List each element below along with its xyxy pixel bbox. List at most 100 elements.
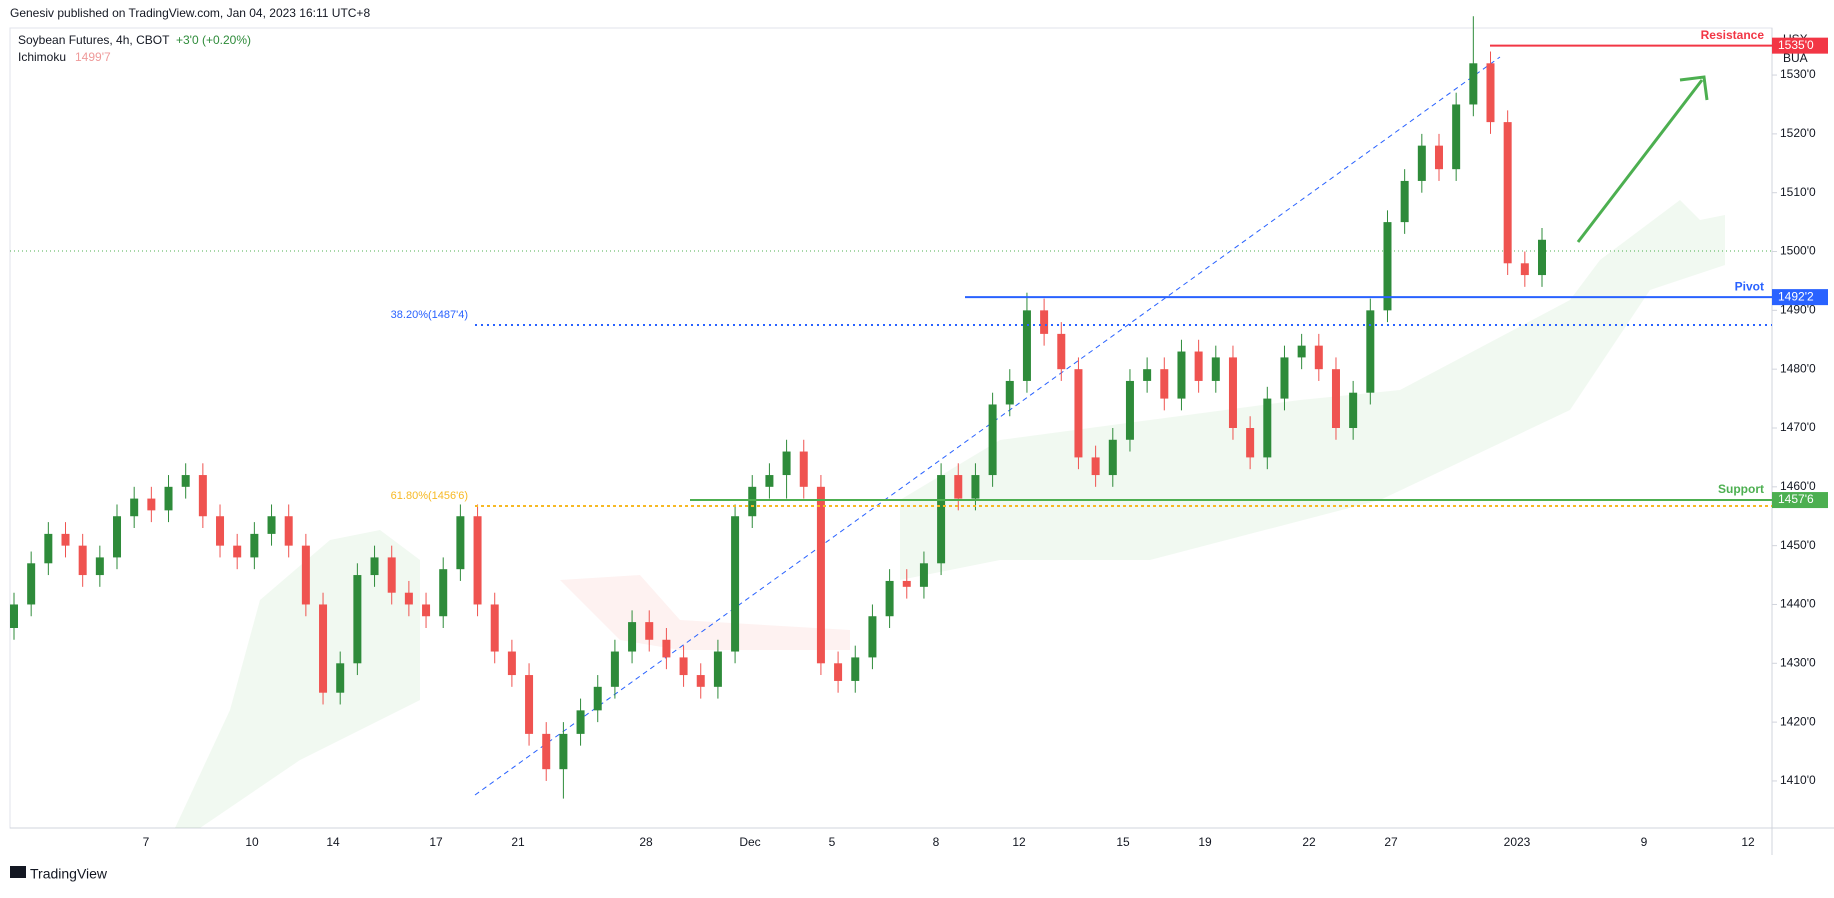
candle-body (1177, 351, 1186, 399)
candle-body (267, 516, 276, 534)
candle-body (1091, 457, 1100, 476)
candle-body (1194, 351, 1203, 381)
candle-body (216, 516, 225, 546)
candle-body (1211, 357, 1220, 381)
candle-body (559, 733, 568, 770)
candle-body (1228, 357, 1237, 428)
candle-body (113, 516, 122, 558)
x-tick-label: 7 (143, 835, 150, 849)
candle-body (1538, 239, 1546, 276)
x-tick-label: 17 (429, 835, 443, 849)
candle-body (387, 557, 396, 593)
candle-body (1005, 380, 1014, 405)
candle-body (593, 686, 602, 711)
candle-body (336, 663, 345, 693)
change: +3'0 (+0.20%) (176, 33, 251, 47)
candle-body (1331, 369, 1340, 428)
x-tick-label: 21 (511, 835, 525, 849)
candle-body (525, 675, 534, 734)
trend-line (474, 56, 1501, 796)
indicator-value: 1499'7 (75, 50, 111, 64)
candle-body (851, 657, 860, 681)
candle-body (834, 663, 843, 681)
candle-body (61, 533, 70, 546)
candle-body (696, 675, 705, 687)
candle-body (1314, 345, 1323, 370)
level-name: Pivot (1735, 279, 1764, 293)
candle-body (490, 604, 499, 652)
candle-body (713, 651, 722, 687)
candle-body (576, 710, 585, 734)
candle-body (1400, 180, 1409, 223)
price-badge (1772, 37, 1828, 54)
x-tick-label: 14 (326, 835, 340, 849)
y-tick-label: 1490'0 (1780, 303, 1816, 317)
candle-body (1452, 104, 1461, 170)
candle-body (181, 475, 190, 487)
candle-body (284, 516, 293, 546)
price-badge (1772, 289, 1828, 306)
price-badge-label: 1535'0 (1778, 38, 1814, 52)
candle-body (645, 622, 654, 640)
candle-body (439, 569, 448, 617)
level-name: Resistance (1701, 28, 1765, 42)
candle-body (731, 516, 740, 652)
candle-body (1503, 122, 1512, 264)
candle-body (1125, 380, 1134, 440)
symbol-title: Soybean Futures, 4h, CBOT (18, 33, 170, 47)
y-tick-label: 1440'0 (1780, 597, 1816, 611)
candle-body (473, 516, 482, 605)
candle-body (370, 557, 379, 576)
candle-body (542, 733, 551, 770)
candle-body (610, 651, 619, 687)
arrow-head (1679, 75, 1709, 101)
candle-body (507, 651, 516, 676)
candle-body (868, 616, 877, 658)
candle-body (1417, 145, 1426, 181)
candle-body (1383, 222, 1392, 311)
arrow (1576, 79, 1704, 243)
x-tick-label: 12 (1012, 835, 1026, 849)
price-badge-label: 1492'2 (1778, 289, 1814, 303)
candle-body (628, 622, 637, 652)
x-tick-label: 15 (1116, 835, 1130, 849)
x-tick-label: 19 (1198, 835, 1212, 849)
candle-body (422, 604, 431, 617)
x-tick-label: 22 (1302, 835, 1316, 849)
y-tick-label: 1480'0 (1780, 361, 1816, 375)
candle-body (971, 475, 980, 499)
y-tick-label: 1450'0 (1780, 538, 1816, 552)
candle-body (919, 563, 928, 587)
candle-body (1263, 398, 1272, 458)
x-tick-label: 9 (1641, 835, 1648, 849)
candle-body (404, 592, 413, 605)
candle-body (954, 475, 963, 499)
candle-body (1246, 428, 1255, 458)
candle-body (95, 557, 104, 576)
candle-body (456, 516, 465, 570)
candle-body (885, 580, 894, 617)
y-tick-label: 1530'0 (1780, 67, 1816, 81)
candle-body (816, 486, 825, 664)
price-badge-label: 1457'6 (1778, 492, 1814, 506)
price-badge (1772, 492, 1828, 509)
ichimoku-cloud (175, 530, 420, 828)
unit: BUA (1783, 51, 1808, 65)
x-tick-label: 10 (245, 835, 259, 849)
x-tick-label: 8 (933, 835, 940, 849)
candle-body (78, 545, 87, 576)
candle-body (1057, 333, 1066, 370)
y-tick-label: 1470'0 (1780, 420, 1816, 434)
x-tick-label: 27 (1384, 835, 1398, 849)
candle-body (130, 498, 139, 517)
candle-body (799, 451, 808, 487)
x-tick-label: 5 (829, 835, 836, 849)
candle-body (1469, 63, 1478, 105)
ichimoku-cloud (900, 200, 1725, 580)
candle-body (301, 545, 310, 605)
ichimoku-cloud (560, 575, 850, 650)
candle-body (765, 475, 774, 487)
candle-body (353, 575, 362, 664)
candle-body (164, 486, 173, 511)
